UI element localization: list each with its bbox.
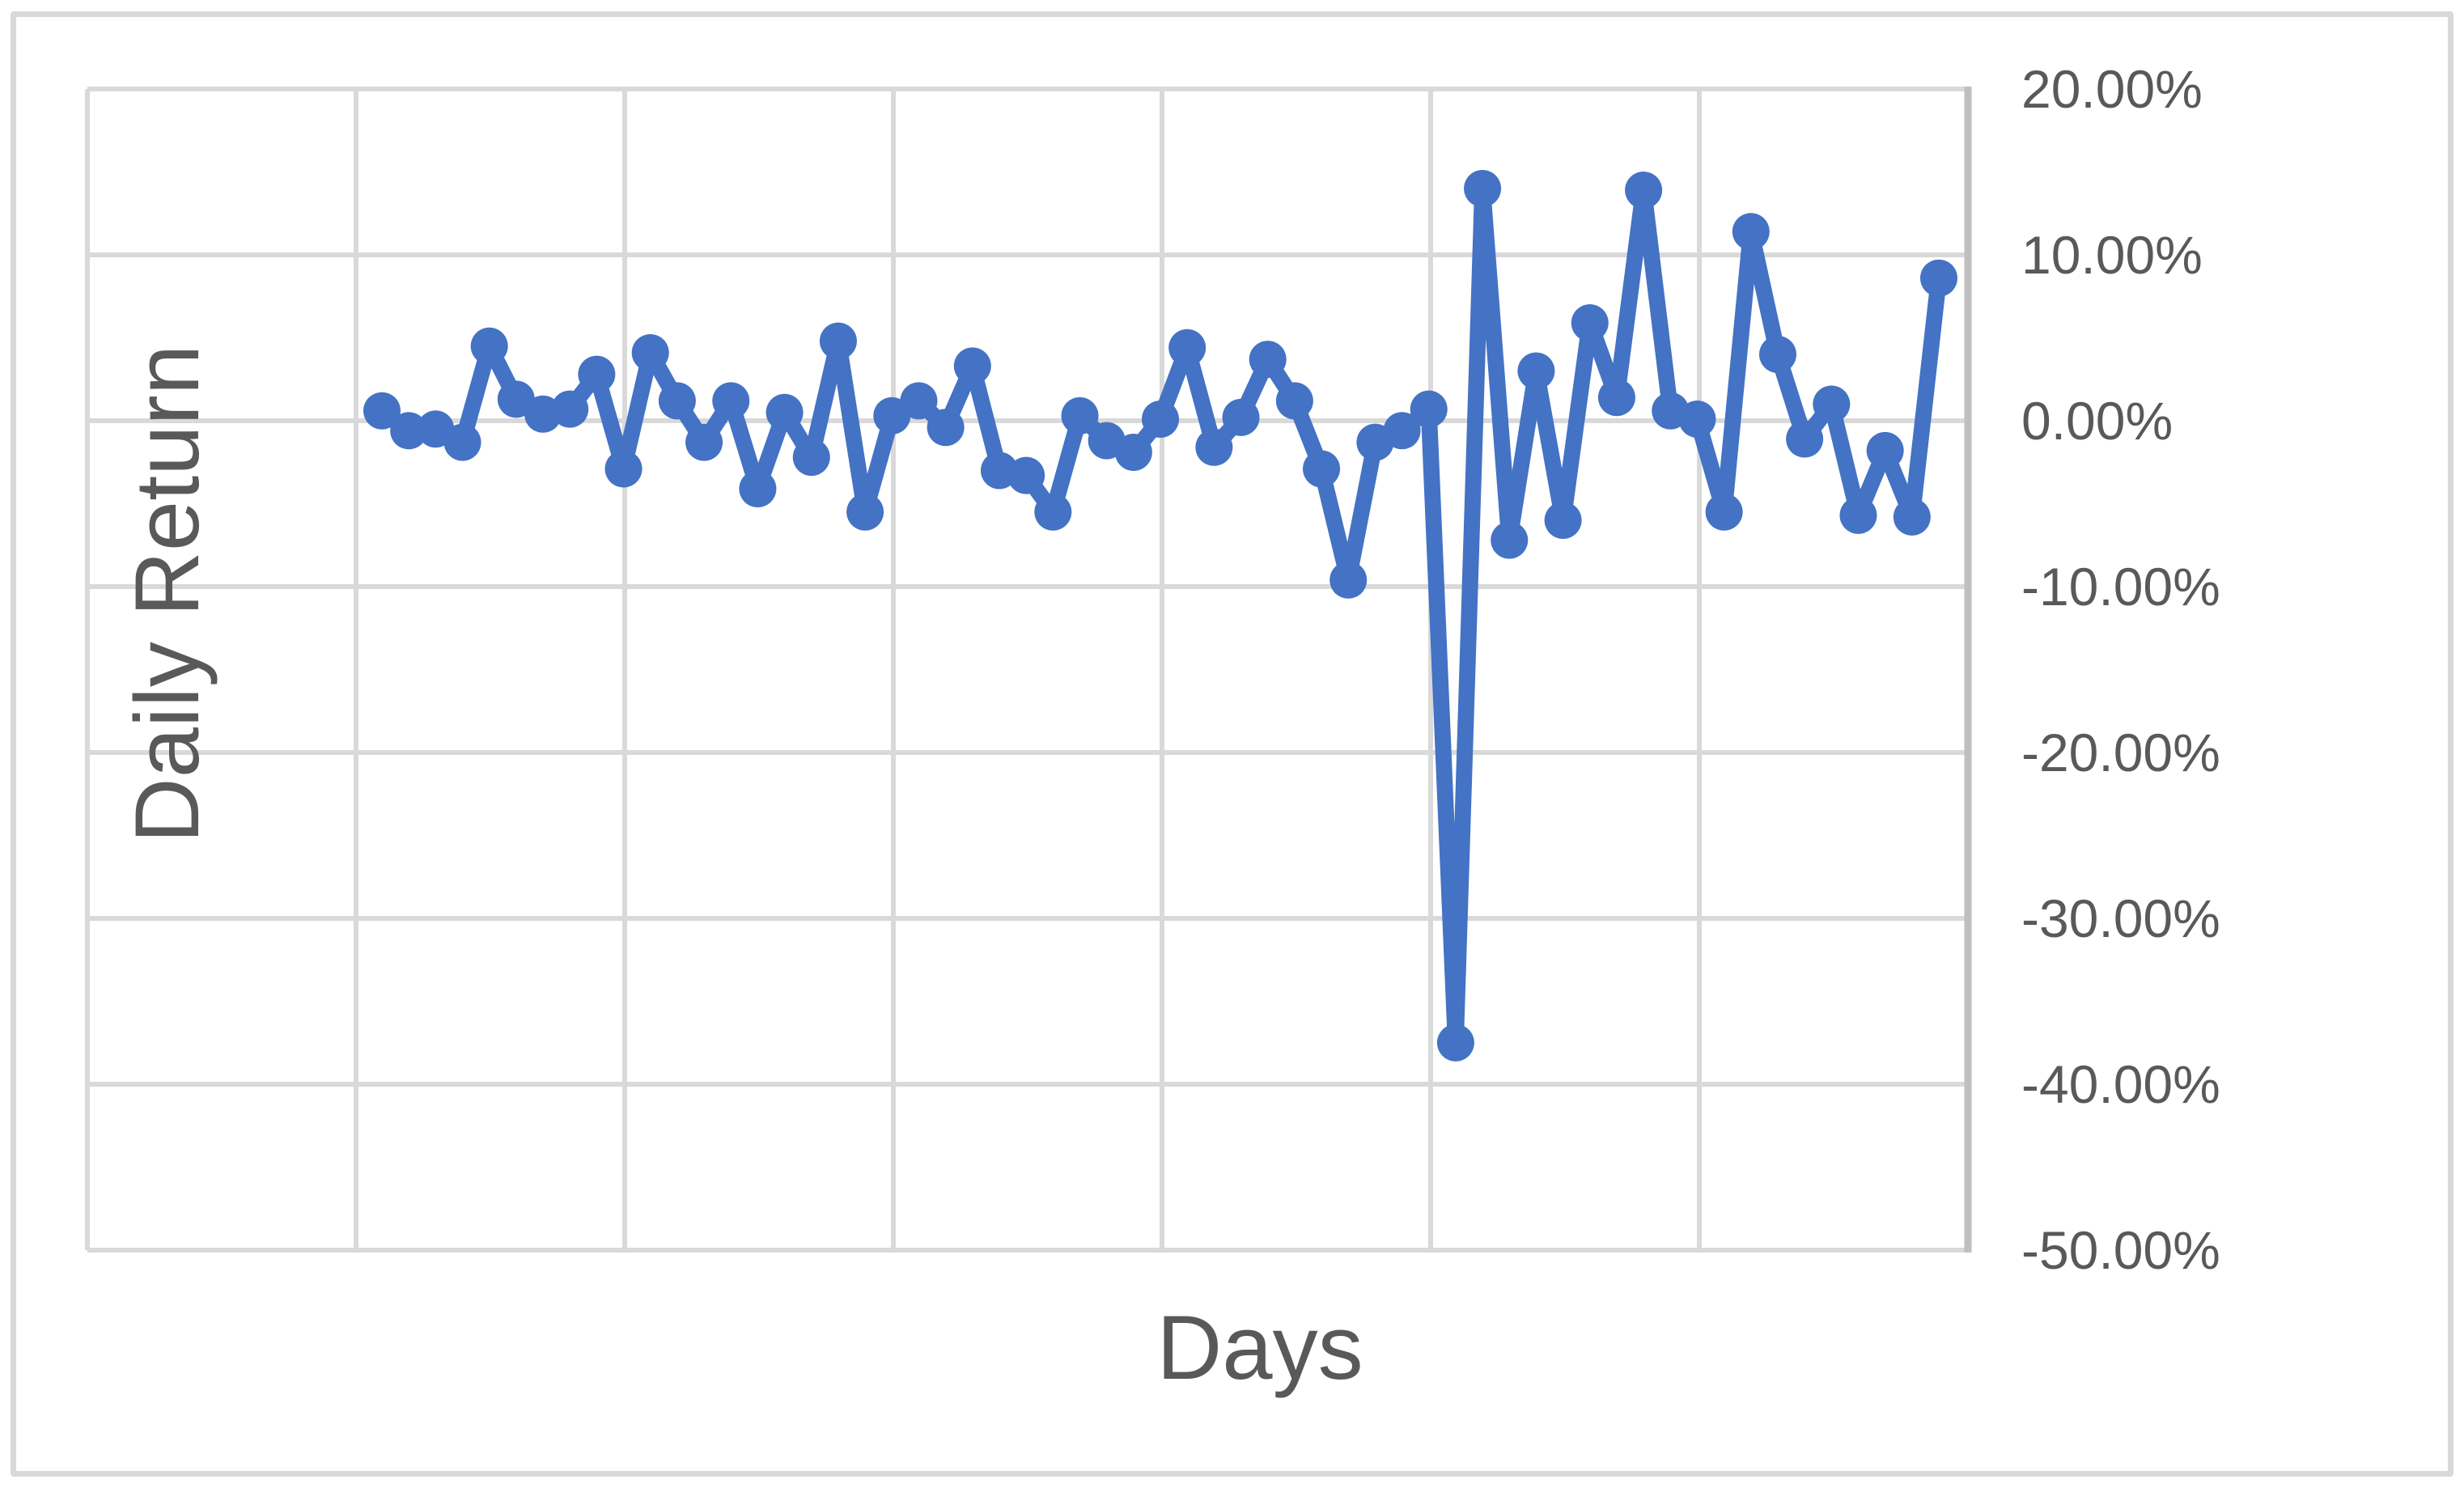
data-point-marker [953, 347, 991, 385]
data-point-marker [846, 493, 884, 531]
data-point-marker [1168, 329, 1207, 367]
data-point-marker [1383, 412, 1421, 450]
y-axis-tick-label: -40.00% [2021, 1054, 2220, 1114]
data-point-marker [551, 390, 589, 428]
data-point-marker [1464, 170, 1502, 207]
data-point-marker [1303, 450, 1341, 488]
data-point-marker [1786, 420, 1824, 458]
data-point-marker [443, 423, 481, 461]
data-point-marker [1813, 385, 1851, 423]
data-point-marker [1114, 433, 1152, 471]
data-point-marker [1597, 379, 1635, 417]
data-point-marker [765, 393, 804, 431]
y-axis-tick-label: 0.00% [2021, 391, 2173, 451]
data-point-marker [1571, 304, 1609, 342]
data-point-marker [1491, 521, 1529, 559]
data-point-marker [604, 450, 643, 488]
data-point-marker [1758, 336, 1796, 373]
data-point-marker [927, 409, 965, 447]
data-point-marker [1544, 502, 1582, 539]
data-point-marker [1410, 390, 1448, 428]
data-point-marker [1893, 498, 1931, 536]
data-point-marker [1222, 398, 1260, 436]
y-axis-tick-label: -30.00% [2021, 888, 2220, 948]
data-point-marker [1705, 493, 1743, 531]
data-point-marker [1866, 431, 1904, 469]
data-point-marker [819, 322, 857, 360]
data-point-marker [1249, 341, 1287, 379]
y-axis-tick-label: 20.00% [2021, 59, 2203, 119]
data-point-marker [658, 382, 696, 420]
data-point-marker [390, 412, 428, 450]
data-point-marker [1034, 493, 1072, 531]
y-axis-tick-label: -50.00% [2021, 1220, 2220, 1280]
data-point-marker [1142, 400, 1179, 438]
data-point-marker [363, 392, 401, 430]
data-point-marker [900, 382, 938, 420]
data-point-marker [1436, 1024, 1474, 1062]
data-point-marker [685, 423, 723, 461]
y-axis-tick-label: -20.00% [2021, 723, 2220, 782]
data-point-marker [1678, 400, 1716, 438]
data-point-marker [712, 382, 750, 420]
data-point-marker [1920, 259, 1957, 297]
data-point-marker [631, 333, 669, 371]
data-point-marker [578, 355, 616, 393]
data-point-marker [1732, 213, 1770, 251]
data-point-marker [1195, 428, 1233, 466]
y-axis-title: Daily Return [117, 344, 218, 844]
data-point-marker [792, 439, 830, 477]
data-point-marker [1275, 382, 1313, 420]
data-point-marker [470, 327, 508, 365]
data-point-marker [1625, 172, 1663, 210]
data-point-marker [1061, 396, 1099, 435]
y-axis-tick-label: -10.00% [2021, 557, 2220, 617]
data-point-marker [739, 470, 777, 508]
data-point-marker [1839, 496, 1877, 534]
y-axis-tick-label: 10.00% [2021, 225, 2203, 285]
data-point-marker [1330, 561, 1368, 599]
x-axis-title: Days [1156, 1297, 1363, 1398]
data-point-marker [1517, 352, 1555, 390]
data-point-marker [1007, 456, 1045, 494]
